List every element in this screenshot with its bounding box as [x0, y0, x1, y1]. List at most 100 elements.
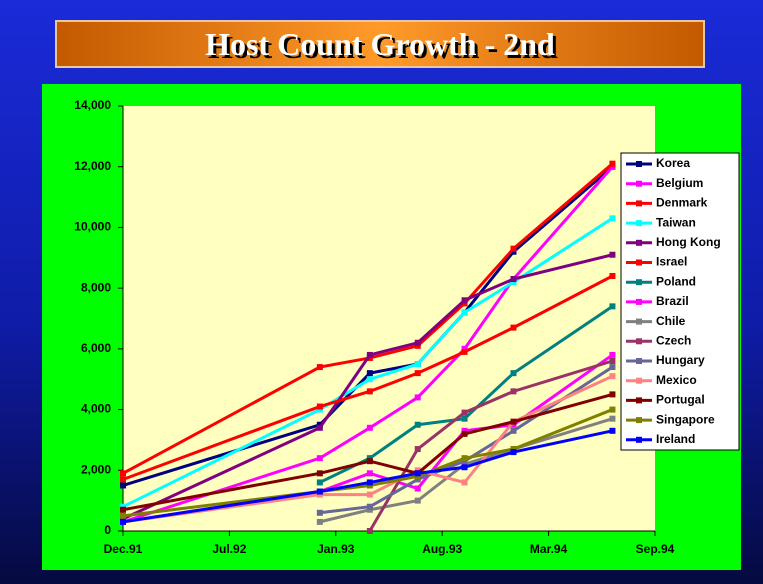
point-marker [510, 421, 517, 428]
point-marker [609, 391, 616, 398]
point-marker [510, 248, 517, 255]
legend-marker [636, 377, 642, 384]
point-marker [316, 491, 323, 498]
point-marker [414, 339, 421, 346]
legend-marker [636, 220, 642, 227]
legend-label: Belgium [656, 176, 703, 190]
point-marker [414, 421, 421, 428]
point-marker [414, 476, 421, 483]
point-marker [609, 406, 616, 413]
point-marker [120, 476, 126, 483]
legend-label: Israel [656, 255, 687, 269]
point-marker [316, 479, 323, 486]
point-marker [609, 160, 616, 167]
legend-label: Poland [656, 274, 696, 288]
point-marker [510, 446, 517, 453]
point-marker [366, 455, 373, 462]
point-marker [461, 297, 468, 304]
point-marker [461, 458, 468, 465]
y-tick-label: 8,000 [81, 280, 111, 294]
point-marker [366, 376, 373, 383]
point-marker [366, 479, 373, 486]
point-marker [120, 512, 126, 519]
point-marker [316, 364, 323, 371]
point-marker [510, 449, 517, 456]
point-marker [414, 342, 421, 349]
point-marker [316, 470, 323, 477]
legend-marker [636, 397, 642, 404]
x-tick-label: Jul.92 [212, 542, 246, 556]
legend-marker [636, 338, 642, 345]
point-marker [120, 515, 126, 522]
x-tick-label: Aug.93 [422, 542, 462, 556]
point-marker [609, 373, 616, 380]
title-banner: Host Count Growth - 2nd [55, 20, 705, 68]
x-tick-label: Jan.93 [317, 542, 355, 556]
point-marker [609, 351, 616, 358]
point-marker [461, 455, 468, 462]
point-marker [120, 518, 126, 525]
point-marker [510, 418, 517, 425]
point-marker [510, 276, 517, 283]
point-marker [366, 424, 373, 431]
point-marker [461, 409, 468, 416]
point-marker [461, 415, 468, 422]
point-marker [461, 464, 468, 471]
point-marker [609, 427, 616, 434]
legend-marker [636, 259, 642, 266]
point-marker [609, 215, 616, 222]
point-marker [414, 473, 421, 480]
legend-marker [636, 417, 642, 424]
x-tick-label: Mar.94 [530, 542, 568, 556]
point-marker [414, 470, 421, 477]
point-marker [366, 354, 373, 361]
legend-marker [636, 318, 642, 325]
point-marker [461, 300, 468, 307]
legend-label: Taiwan [656, 215, 696, 229]
point-marker [461, 427, 468, 434]
point-marker [120, 503, 126, 510]
point-marker [316, 424, 323, 431]
point-marker [609, 251, 616, 258]
point-marker [510, 245, 517, 252]
point-marker [316, 518, 323, 525]
point-marker [510, 388, 517, 395]
legend-label: Ireland [656, 432, 695, 446]
y-tick-label: 10,000 [74, 220, 111, 234]
point-marker [316, 403, 323, 410]
point-marker [609, 303, 616, 310]
chart-title: Host Count Growth - 2nd [205, 25, 555, 62]
legend-marker [636, 161, 642, 167]
legend-marker [636, 180, 642, 187]
point-marker [609, 358, 616, 364]
legend-label: Brazil [656, 294, 689, 308]
legend-label: Denmark [656, 196, 708, 210]
point-marker [609, 163, 616, 170]
y-tick-label: 14,000 [74, 98, 111, 112]
legend-label: Mexico [656, 373, 697, 387]
point-marker [316, 509, 323, 516]
plot-area [123, 106, 655, 531]
legend-label: Hungary [656, 353, 705, 367]
point-marker [316, 455, 323, 462]
point-marker [366, 482, 373, 489]
point-marker [510, 324, 517, 331]
point-marker [366, 503, 373, 510]
legend-label: Singapore [656, 412, 715, 426]
point-marker [461, 309, 468, 316]
legend-marker [636, 239, 642, 246]
point-marker [366, 370, 373, 377]
legend-marker [636, 200, 642, 207]
point-marker [414, 370, 421, 377]
point-marker [461, 461, 468, 468]
point-marker [461, 348, 468, 355]
point-marker [366, 388, 373, 395]
point-marker [120, 506, 126, 513]
point-marker [414, 497, 421, 504]
y-tick-label: 0 [104, 523, 111, 537]
point-marker [510, 279, 517, 286]
point-marker [120, 470, 126, 477]
point-marker [609, 415, 616, 422]
